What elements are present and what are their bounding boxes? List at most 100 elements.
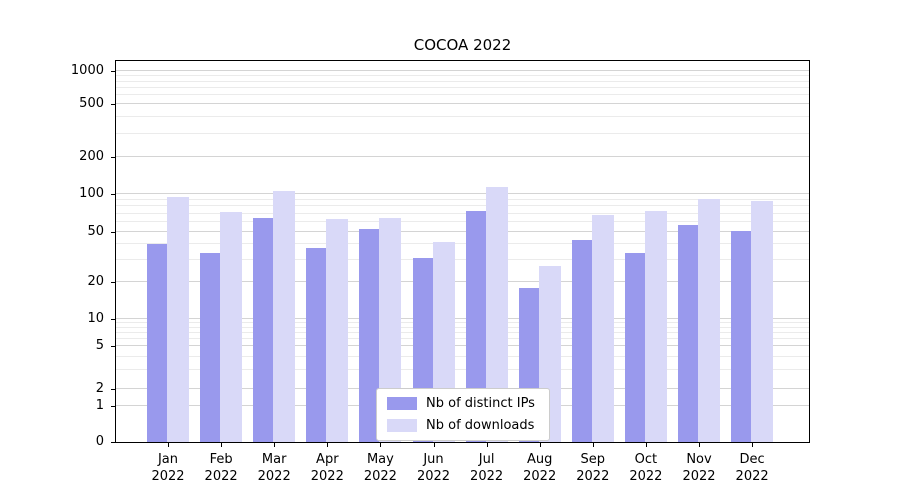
gridline (116, 103, 809, 104)
x-tick-label: May 2022 (363, 452, 397, 484)
y-tick-label: 1000 (70, 63, 104, 78)
x-tick-mark (380, 443, 382, 447)
x-tick-mark (752, 443, 754, 447)
x-tick-label: Jul 2022 (470, 452, 504, 484)
bar-distinct-ips (465, 210, 488, 442)
y-tick-label: 10 (87, 311, 104, 326)
gridline (116, 75, 809, 76)
legend-item-distinct-ips: Nb of distinct IPs (387, 396, 535, 411)
gridline (116, 231, 809, 232)
plot-area (115, 60, 810, 443)
y-tick-mark (111, 71, 115, 72)
gridline (116, 369, 809, 370)
x-tick-mark (645, 443, 647, 447)
gridline (116, 87, 809, 88)
gridline (116, 205, 809, 207)
gridline (116, 156, 809, 157)
gridline (116, 326, 809, 328)
x-tick-mark (327, 443, 329, 447)
y-tick-label: 200 (79, 149, 104, 164)
gridline (116, 318, 809, 319)
gridline (116, 221, 809, 222)
legend-label-distinct-ips: Nb of distinct IPs (426, 396, 535, 411)
x-tick-label: Nov 2022 (682, 452, 716, 484)
x-tick-mark (221, 443, 223, 447)
y-tick-label: 2 (95, 381, 104, 396)
x-tick-mark (433, 443, 435, 447)
x-tick-mark (168, 443, 169, 447)
y-tick-label: 5 (95, 338, 104, 353)
bar-distinct-ips (571, 240, 594, 442)
bar-distinct-ips (306, 248, 329, 442)
gridline (116, 258, 809, 260)
gridline (116, 322, 809, 324)
x-tick-label: Apr 2022 (310, 452, 344, 484)
y-tick-mark (111, 389, 115, 390)
bar-downloads (698, 198, 720, 442)
x-tick-label: Jan 2022 (151, 452, 185, 484)
x-tick-label: Oct 2022 (629, 452, 663, 484)
y-tick-mark (111, 232, 115, 233)
gridline (116, 193, 809, 194)
bar-downloads (326, 219, 349, 442)
y-tick-mark (111, 319, 115, 320)
x-tick-label: Sep 2022 (576, 452, 610, 484)
gridline (116, 70, 809, 71)
y-tick-label: 1 (95, 398, 104, 413)
y-tick-label: 20 (87, 274, 104, 289)
y-tick-label: 50 (87, 224, 104, 239)
gridline (116, 132, 809, 134)
bar-downloads (167, 196, 189, 442)
gridline (116, 281, 809, 282)
x-tick-mark (539, 443, 541, 447)
x-tick-label: Aug 2022 (523, 452, 557, 484)
x-tick-mark (699, 443, 700, 447)
y-tick-mark (111, 282, 115, 283)
gridline (116, 80, 809, 82)
gridline (116, 212, 809, 214)
gridline (116, 198, 809, 200)
bar-downloads (379, 217, 402, 442)
gridline (116, 337, 809, 339)
x-tick-label: Feb 2022 (204, 452, 238, 484)
bar-downloads (751, 201, 774, 442)
bar-distinct-ips (147, 244, 169, 442)
y-tick-label: 100 (79, 186, 104, 201)
x-tick-label: Mar 2022 (257, 452, 291, 484)
bar-downloads (273, 191, 296, 442)
bar-downloads (591, 215, 614, 442)
chart-title: COCOA 2022 (413, 36, 512, 54)
bar-distinct-ips (624, 253, 647, 442)
bar-distinct-ips (200, 253, 223, 442)
x-tick-mark (592, 443, 594, 447)
gridline (116, 331, 809, 333)
bar-distinct-ips (731, 230, 754, 442)
y-tick-label: 500 (79, 96, 104, 111)
y-tick-label: 0 (95, 434, 104, 449)
y-tick-mark (111, 406, 115, 407)
bar-downloads (220, 212, 243, 442)
y-tick-mark (111, 157, 115, 158)
legend-swatch-downloads (387, 419, 417, 432)
gridline (116, 355, 809, 357)
y-tick-mark (111, 346, 115, 347)
bar-distinct-ips (253, 217, 276, 442)
gridline (116, 115, 809, 117)
x-tick-mark (274, 443, 276, 447)
gridline (116, 243, 809, 245)
y-tick-mark (111, 104, 115, 105)
x-tick-label: Dec 2022 (735, 452, 769, 484)
bar-downloads (485, 186, 508, 442)
bar-downloads (644, 210, 667, 442)
gridline (116, 94, 809, 96)
legend-swatch-distinct-ips (387, 397, 417, 410)
legend-label-downloads: Nb of downloads (426, 418, 535, 433)
y-tick-mark (111, 194, 115, 195)
gridline (116, 345, 809, 346)
bar-distinct-ips (678, 224, 700, 442)
x-tick-label: Jun 2022 (416, 452, 451, 484)
y-tick-mark (111, 442, 115, 443)
x-tick-mark (486, 443, 488, 447)
legend: Nb of distinct IPs Nb of downloads (376, 388, 550, 441)
